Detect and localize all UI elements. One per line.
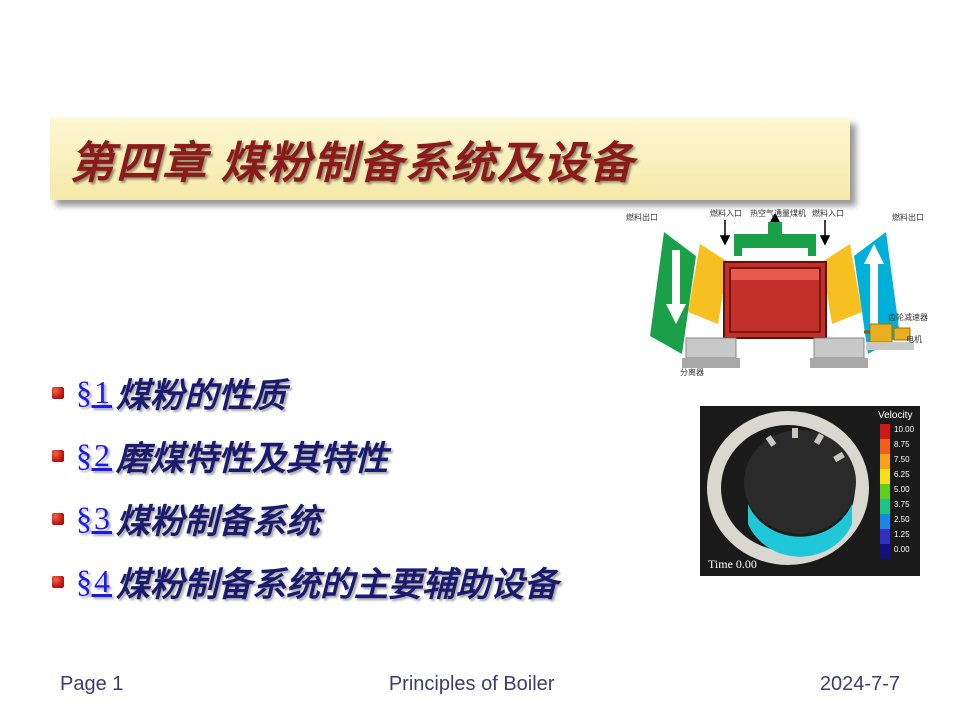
d1-label-tr2: 燃料出口 <box>892 212 924 223</box>
svg-text:7.50: 7.50 <box>894 455 910 464</box>
bullet-icon <box>52 513 64 525</box>
svg-text:8.75: 8.75 <box>894 440 910 449</box>
time-label-svg: Time 0.00 <box>708 557 757 571</box>
footer-date: 2024-7-7 <box>820 673 900 696</box>
section-title: 煤粉制备系统的主要辅助设备 <box>116 557 558 606</box>
drum-simulation-figure: Time 0.00 Velocity 10.00 8.75 7.50 6.25 5.00… <box>700 406 920 576</box>
d1-label-bl: 分离器 <box>680 367 704 378</box>
bullet-icon <box>52 576 64 588</box>
svg-text:10.00: 10.00 <box>894 425 915 434</box>
d1-label-r1: 齿轮减速器 <box>888 312 928 323</box>
svg-text:6.25: 6.25 <box>894 470 910 479</box>
footer-page: Page 1 <box>60 673 123 696</box>
chapter-title: 第四章 煤粉制备系统及设备 <box>70 127 635 191</box>
svg-text:0.00: 0.00 <box>894 545 910 554</box>
svg-text:1.25: 1.25 <box>894 530 910 539</box>
section-title: 煤粉的性质 <box>116 368 286 417</box>
section-num: §2 <box>76 437 112 474</box>
d1-label-tr1: 燃料入口 <box>812 208 844 219</box>
toc-item-1[interactable]: §1 煤粉的性质 <box>52 368 558 417</box>
table-of-contents: §1 煤粉的性质 §2 磨煤特性及其特性 §3 煤粉制备系统 §4 煤粉制备系统… <box>52 368 558 620</box>
d1-label-r2: 电机 <box>906 334 922 345</box>
toc-item-2[interactable]: §2 磨煤特性及其特性 <box>52 431 558 480</box>
section-title: 磨煤特性及其特性 <box>116 431 388 480</box>
section-num: §1 <box>76 374 112 411</box>
chapter-title-banner: 第四章 煤粉制备系统及设备 <box>50 118 850 200</box>
d1-label-tc1: 燃料入口 <box>710 208 742 219</box>
slide-footer: Page 1 Principles of Boiler 2024-7-7 <box>0 673 960 696</box>
section-num: §4 <box>76 563 112 600</box>
bullet-icon <box>52 450 64 462</box>
d1-label-tc2: 热空气通量煤机 <box>750 208 806 219</box>
svg-text:5.00: 5.00 <box>894 485 910 494</box>
mill-schematic-figure: 燃料出口 燃料入口 热空气通量煤机 燃料入口 燃料出口 齿轮减速器 电机 分离器 <box>630 214 920 374</box>
section-num: §3 <box>76 500 112 537</box>
svg-text:2.50: 2.50 <box>894 515 910 524</box>
toc-item-3[interactable]: §3 煤粉制备系统 <box>52 494 558 543</box>
toc-item-4[interactable]: §4 煤粉制备系统的主要辅助设备 <box>52 557 558 606</box>
footer-center: Principles of Boiler <box>389 673 555 696</box>
svg-text:3.75: 3.75 <box>894 500 910 509</box>
bullet-icon <box>52 387 64 399</box>
d1-label-tl: 燃料出口 <box>626 212 658 223</box>
section-title: 煤粉制备系统 <box>116 494 320 543</box>
svg-text:Velocity: Velocity <box>878 410 912 421</box>
